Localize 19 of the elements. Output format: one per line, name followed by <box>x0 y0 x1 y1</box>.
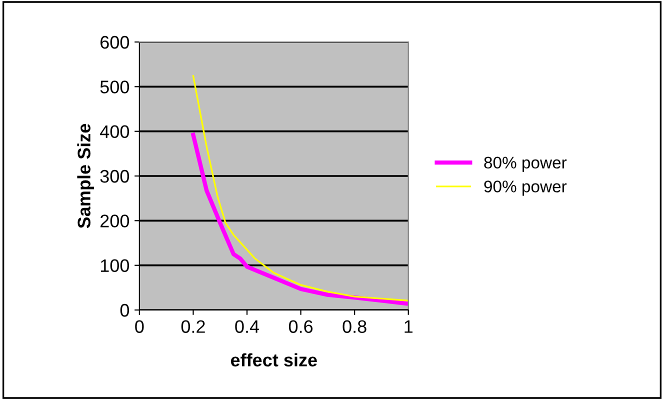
x-tick-label: 0.6 <box>288 320 313 333</box>
y-tick-label: 0 <box>120 304 130 317</box>
line-series <box>192 75 408 302</box>
line-series <box>191 132 408 306</box>
y-tick-label: 300 <box>100 170 130 183</box>
legend-label: 80% power <box>484 156 567 172</box>
x-tick-label: 0.2 <box>181 320 205 333</box>
x-tick-label: 0.8 <box>342 320 366 333</box>
y-axis-title: Sample Size <box>77 124 94 228</box>
y-tick-label: 200 <box>100 214 130 228</box>
y-tick-label: 400 <box>100 125 130 138</box>
x-tick-label: 0.4 <box>235 320 260 333</box>
y-tick-label: 600 <box>100 36 130 49</box>
x-tick-label: 1 <box>404 320 412 333</box>
y-tick-label: 500 <box>100 80 130 94</box>
y-tick-label: 100 <box>100 259 130 272</box>
x-tick-label: 0 <box>135 320 144 333</box>
x-axis-title: effect size <box>230 353 317 366</box>
legend-label: 90% power <box>484 180 567 196</box>
